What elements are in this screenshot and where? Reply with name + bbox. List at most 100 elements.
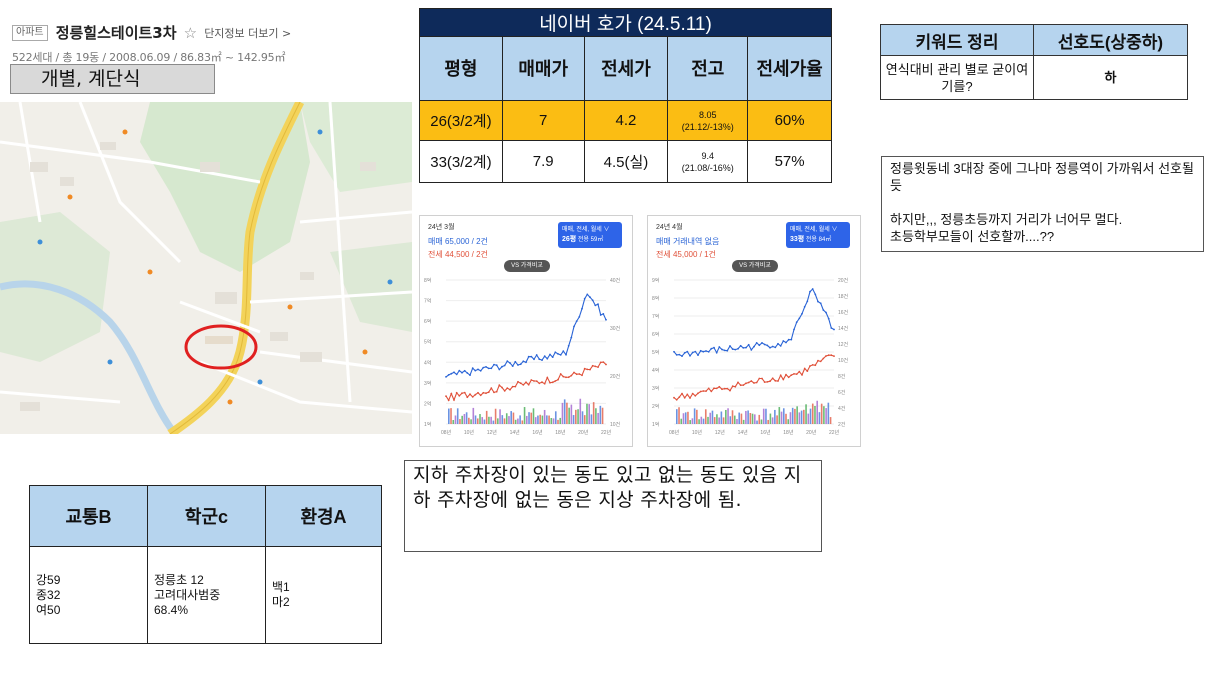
card-jeonse-line: 전세 44,500 / 2건	[428, 250, 488, 259]
volume-bar	[820, 403, 823, 424]
volume-bar	[740, 413, 743, 424]
sale-series-line-point	[774, 346, 777, 349]
parking-note: 지하 주차장이 있는 동도 있고 없는 동도 있음 지하 주차장에 없는 동은 …	[404, 460, 822, 552]
environment-header: 환경A	[265, 485, 382, 547]
volume-bar	[818, 412, 821, 424]
compare-button[interactable]: VS 가격비교	[504, 260, 550, 272]
volume-bar	[601, 407, 604, 424]
y-tick-label-right: 40건	[610, 277, 621, 284]
location-map[interactable]	[0, 102, 412, 434]
sale-series-line-point	[527, 355, 530, 358]
volume-bar	[680, 418, 683, 424]
volume-bar	[530, 412, 533, 424]
trade-type-dropdown[interactable]: 매매, 전세, 월세 ∨ 33평 전용 84㎡	[786, 222, 850, 248]
jeonse-series-line-point	[466, 396, 469, 399]
sale-series-line-point	[514, 360, 517, 363]
volume-bar	[501, 415, 504, 424]
y-tick-label-right: 18건	[838, 293, 849, 300]
x-tick-label: 12년	[715, 429, 726, 436]
price-chart-card-26: 24년 3월 매매 65,000 / 2건 전세 44,500 / 2건 매매,…	[419, 215, 633, 447]
volume-bar	[713, 417, 716, 424]
sale-series-line-point	[769, 346, 771, 349]
jeonse-series-line-point	[562, 375, 565, 378]
volume-bar	[557, 419, 559, 424]
jeonse-series-line-point	[554, 380, 557, 382]
jeonse-series-line-point	[535, 380, 538, 382]
y-tick-label-right: 30건	[610, 325, 621, 332]
sale-series-line-point	[525, 361, 527, 364]
sale-series-line-point	[753, 345, 755, 348]
sale-series-line-point	[599, 314, 602, 316]
sale-series-line-point	[578, 316, 581, 318]
pyeong-label: 33평	[790, 236, 805, 243]
x-tick-label: 20년	[806, 429, 817, 436]
sale-series-line-point	[673, 350, 675, 353]
jeonse-series-line-point	[471, 396, 474, 398]
hoga-cell-rate: 60%	[747, 100, 832, 141]
sale-series-line-point	[686, 350, 689, 353]
sale-series-line-point	[718, 346, 721, 348]
trade-type-dropdown[interactable]: 매매, 전세, 월세 ∨ 26평 전용 59㎡	[558, 222, 622, 248]
sale-series-line-point	[729, 345, 731, 347]
volume-bar	[751, 413, 754, 424]
hoga-title: 네이버 호가 (24.5.11)	[419, 8, 832, 37]
traffic-line: 강59	[36, 572, 61, 587]
jeonse-series-line-point	[822, 357, 825, 360]
y-tick-label-left: 8억	[652, 295, 659, 302]
volume-bar	[791, 407, 794, 424]
sale-series-line-point	[803, 305, 806, 308]
traffic-header: 교통B	[29, 485, 148, 547]
jeonse-series-line-point	[543, 382, 546, 385]
volume-bar	[583, 415, 586, 424]
y-tick-label-left: 1억	[424, 421, 431, 428]
sale-series-line-point	[597, 303, 599, 306]
compare-button[interactable]: VS 가격비교	[732, 260, 778, 272]
sale-series-line-point	[763, 343, 766, 346]
volume-bar	[592, 402, 595, 424]
preference-header: 선호도(상중하)	[1033, 24, 1188, 56]
jeonse-series-line-point	[779, 374, 782, 377]
volume-bar	[771, 417, 774, 424]
jeonse-series-line-point	[678, 396, 681, 398]
sale-series-line-point	[713, 346, 715, 349]
jeonse-series-line-point	[527, 383, 530, 386]
volume-bar	[696, 409, 698, 424]
y-tick-label-left: 3억	[652, 385, 659, 392]
volume-bar	[807, 413, 810, 424]
x-tick-label: 16년	[760, 429, 771, 436]
jeonse-series-line-point	[675, 398, 678, 401]
jeonse-series-line-point	[477, 391, 479, 394]
jeonse-series-line-point	[683, 396, 686, 399]
volume-bar	[468, 417, 470, 424]
comment-line: 초등학부모들이 선호할까....??	[890, 229, 1055, 244]
y-tick-label-left: 7억	[424, 298, 431, 305]
hoga-cell-rate: 57%	[747, 140, 832, 183]
y-tick-label-right: 4건	[838, 405, 846, 412]
jeonse-series-line-point	[485, 392, 487, 395]
volume-bar	[709, 412, 712, 424]
jeonse-series-line-point	[479, 394, 482, 397]
volume-bar	[503, 418, 506, 424]
volume-bar	[769, 413, 772, 424]
jeonse-series-line-point	[782, 378, 785, 381]
volume-bar	[814, 405, 816, 424]
star-icon[interactable]: ☆	[183, 23, 198, 42]
volume-bar	[461, 415, 463, 424]
sale-series-line-point	[715, 351, 718, 354]
y-tick-label-left: 4억	[424, 359, 431, 366]
jeonse-series-line-point	[795, 373, 798, 375]
sale-series-line-point	[503, 364, 506, 367]
volume-bar	[794, 408, 796, 424]
y-tick-label-left: 1억	[652, 421, 659, 428]
jeonse-series-line-point	[469, 393, 471, 396]
jeonse-series-line-point	[538, 382, 541, 385]
jeonse-series-line-point	[567, 376, 570, 379]
jeonse-series-line-point	[673, 396, 675, 399]
sale-series-line-point	[530, 355, 533, 358]
hoga-cell-pyeong: 26(3/2계)	[419, 100, 503, 141]
jeonse-series-line-point	[503, 390, 506, 392]
volume-bar	[454, 415, 457, 424]
sale-series-line-point	[745, 346, 747, 349]
sale-series-line-point	[742, 347, 745, 349]
apt-more-link[interactable]: 단지정보 더보기 >	[204, 26, 292, 40]
